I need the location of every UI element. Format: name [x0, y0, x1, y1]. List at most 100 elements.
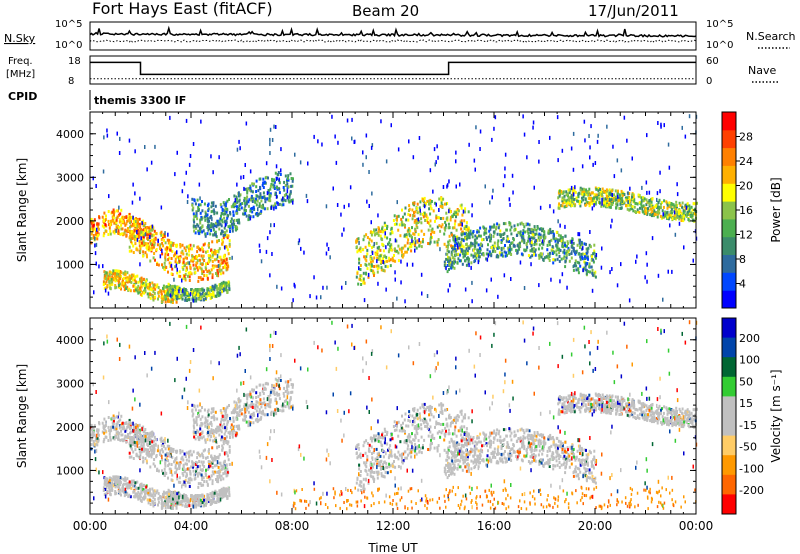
power-cell	[666, 213, 669, 217]
power-cell	[208, 293, 210, 297]
power-cell	[203, 274, 206, 277]
power-noise-cell	[322, 285, 324, 290]
velocity-cell	[114, 492, 117, 496]
power-cell	[579, 238, 581, 242]
power-noise-cell	[176, 250, 178, 255]
power-cell	[522, 229, 525, 233]
velocity-cell	[218, 461, 221, 465]
power-cell	[569, 201, 572, 205]
velocity-cell	[157, 496, 160, 500]
power-cell	[92, 236, 95, 240]
power-cell	[193, 293, 196, 297]
power-cell	[184, 276, 187, 280]
velocity-cell	[134, 492, 137, 496]
power-cell	[132, 220, 135, 224]
power-noise-cell	[297, 241, 300, 246]
power-cell	[444, 220, 447, 224]
power-noise-cell	[174, 172, 176, 177]
power-cell	[418, 206, 421, 210]
power-cell	[114, 220, 117, 224]
velocity-cell	[167, 476, 169, 480]
power-cell	[591, 271, 594, 275]
power-cell	[502, 233, 505, 236]
power-cell	[593, 251, 596, 255]
power-cell	[153, 243, 156, 247]
power-cell	[415, 220, 418, 224]
power-cell	[211, 240, 214, 244]
power-cell	[224, 288, 227, 292]
freq-tick-high: 18	[68, 56, 81, 67]
power-xticks	[89, 112, 697, 308]
power-cell	[620, 196, 623, 200]
velocity-cell	[152, 501, 155, 504]
power-cell	[245, 214, 248, 218]
power-noise-cell	[336, 203, 339, 207]
power-cell	[284, 184, 287, 187]
power-noise-cell	[362, 150, 364, 155]
velocity-cell	[102, 440, 105, 444]
velocity-cell	[222, 442, 225, 446]
power-cell	[648, 204, 651, 208]
power-cell	[104, 271, 107, 274]
power-cell	[198, 226, 201, 230]
power-noise-cell	[667, 269, 669, 274]
power-cell	[90, 221, 93, 225]
power-cell	[197, 206, 200, 209]
velocity-cell	[105, 477, 108, 481]
velocity-cell	[109, 425, 112, 429]
velocity-cell	[139, 498, 142, 502]
power-cell	[176, 271, 179, 275]
power-cell	[594, 256, 597, 260]
power-cell	[371, 246, 373, 250]
velocity-cell	[116, 421, 119, 425]
power-cell	[191, 297, 194, 301]
power-cell	[269, 194, 272, 198]
power-cell	[568, 259, 571, 263]
velocity-cell	[220, 468, 223, 471]
power-noise-cell	[671, 269, 673, 274]
power-cell	[583, 189, 586, 193]
power-cell	[427, 199, 430, 203]
power-cell	[441, 223, 444, 227]
power-cell	[175, 291, 178, 295]
power-cell	[262, 191, 265, 195]
power-cell	[624, 196, 627, 200]
velocity-cell	[139, 453, 142, 457]
power-cell	[152, 298, 155, 302]
power-noise-cell	[341, 232, 343, 237]
power-cell	[197, 297, 200, 301]
power-noise-cell	[249, 216, 252, 221]
velocity-cell	[144, 435, 147, 438]
power-cell	[95, 236, 98, 240]
power-cell	[529, 255, 532, 259]
power-noise-cell	[224, 245, 226, 250]
power-cell	[462, 239, 465, 243]
power-cell	[186, 261, 189, 265]
power-cell	[573, 204, 576, 208]
power-noise-cell	[320, 295, 322, 300]
power-cell	[289, 172, 292, 176]
power-cell	[122, 232, 125, 236]
power-cell	[675, 217, 677, 221]
power-cell	[542, 258, 545, 262]
power-cell	[557, 206, 560, 210]
power-cell	[251, 190, 254, 194]
power-noise-cell	[646, 133, 648, 138]
power-cell	[206, 287, 209, 291]
power-cell	[512, 243, 515, 247]
power-noise-cell	[438, 208, 440, 212]
power-cell	[214, 204, 217, 208]
power-cell	[201, 295, 204, 298]
velocity-cell	[134, 443, 137, 447]
power-cell	[363, 281, 366, 285]
velocity-cell	[113, 427, 116, 431]
power-cell	[114, 286, 117, 290]
power-cell	[201, 287, 203, 291]
colorbar-tick-label: 16	[739, 204, 753, 217]
velocity-cell	[116, 478, 118, 482]
velocity-cell	[154, 501, 157, 505]
power-cell	[221, 261, 224, 265]
power-noise-cell	[271, 138, 274, 142]
power-cell	[473, 247, 476, 251]
power-cell	[458, 253, 461, 257]
